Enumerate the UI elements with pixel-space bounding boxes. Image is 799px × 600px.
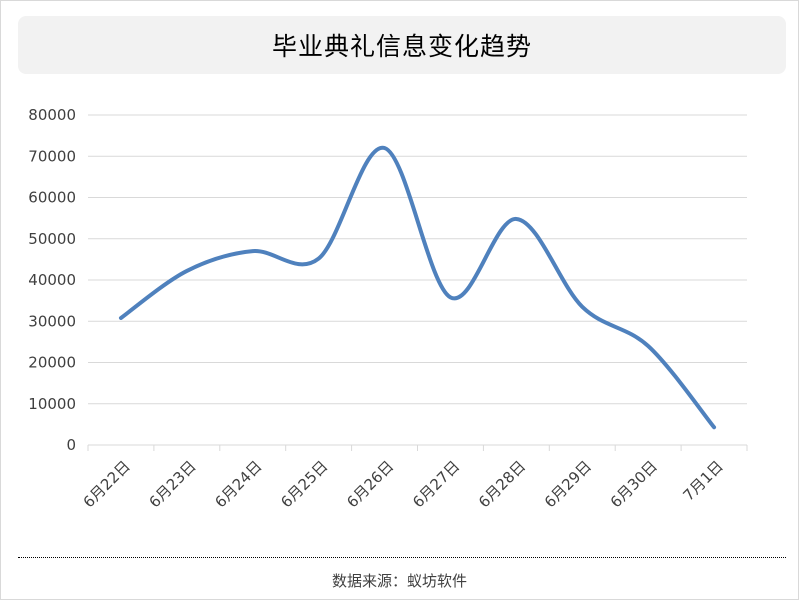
series-line [118,145,717,430]
y-tick-label: 30000 [28,312,76,330]
x-tick-label: 6月27日 [409,457,463,511]
x-tick-label: 6月24日 [211,457,265,511]
chart-title: 毕业典礼信息变化趋势 [271,32,532,61]
x-tick-label: 7月1日 [679,457,726,504]
x-axis-tick-labels: 6月22日 6月23日 6月24日 6月25日 6月26日 6月27日 6月28日 6月29日… [80,457,727,511]
y-tick-label: 0 [66,436,76,454]
series-group [118,145,717,430]
y-tick-label: 10000 [28,395,76,413]
x-axis [87,444,748,451]
footer-divider [18,557,786,558]
x-tick-label: 6月25日 [277,457,331,511]
y-tick-label: 40000 [28,271,76,289]
gridlines [88,114,747,405]
y-tick-label: 20000 [28,354,76,372]
y-tick-label: 70000 [28,147,76,165]
data-source: 数据来源：蚁坊软件 [331,572,467,590]
y-axis-tick-labels: 0 10000 20000 30000 40000 50000 60000 70000 8000… [28,106,76,454]
y-tick-label: 60000 [28,189,76,207]
x-tick-label: 6月26日 [343,457,397,511]
x-tick-label: 6月30日 [607,457,661,511]
x-tick-label: 6月28日 [475,457,529,511]
y-tick-label: 80000 [28,106,76,124]
x-tick-label: 6月23日 [145,457,199,511]
x-tick-label: 6月29日 [541,457,595,511]
y-tick-label: 50000 [28,230,76,248]
chart-title-box: 毕业典礼信息变化趋势 [18,16,786,74]
x-tick-label: 6月22日 [80,457,134,511]
